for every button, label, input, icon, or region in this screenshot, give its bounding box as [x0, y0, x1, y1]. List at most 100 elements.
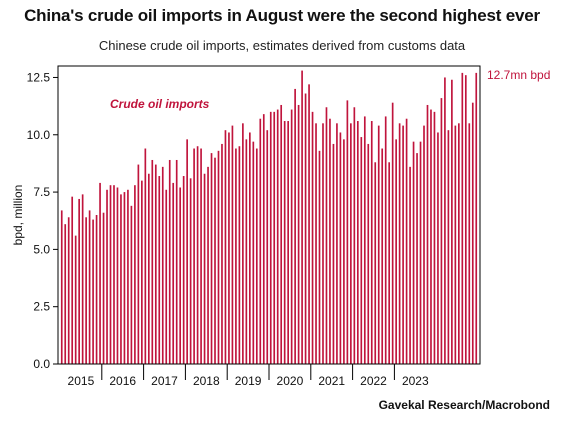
x-tick-label: 2018 [193, 374, 220, 388]
bar [294, 88, 296, 365]
bar [283, 121, 286, 365]
bar [175, 159, 178, 364]
x-tick-label: 2022 [360, 374, 387, 388]
bar [311, 111, 314, 364]
bar [437, 132, 439, 364]
bar [245, 139, 248, 364]
bar [336, 123, 338, 364]
bar [189, 178, 192, 364]
bar [123, 192, 126, 364]
bar [64, 224, 67, 364]
series-label: Crude oil imports [110, 97, 210, 111]
bar [391, 102, 394, 365]
bar [74, 235, 77, 364]
bar [134, 185, 136, 364]
bar [182, 176, 185, 364]
bar [141, 180, 143, 364]
bar [147, 173, 150, 364]
bar [381, 148, 384, 364]
bar [363, 116, 366, 365]
bar [447, 130, 450, 364]
annotation-label: 12.7mn bpd [487, 68, 550, 82]
y-tick-label: 5.0 [33, 242, 50, 256]
bar [322, 123, 324, 364]
x-tick-label: 2016 [109, 374, 136, 388]
bar [203, 173, 206, 364]
bar [398, 123, 401, 364]
bar [130, 205, 133, 364]
bar [116, 187, 119, 364]
bar [409, 166, 411, 364]
bar [339, 132, 342, 364]
bar [395, 139, 397, 364]
bar [426, 104, 429, 364]
bar [329, 118, 331, 364]
bar [78, 198, 80, 364]
bar [60, 210, 63, 364]
bar [290, 109, 293, 364]
y-tick-label: 10.0 [27, 128, 51, 142]
bar [71, 196, 74, 364]
bar [464, 75, 467, 365]
bar [88, 210, 91, 364]
bar [235, 148, 237, 364]
bar [402, 125, 404, 364]
chart-subtitle: Chinese crude oil imports, estimates der… [98, 38, 466, 53]
bars-group [60, 70, 478, 365]
x-tick-label: 2023 [402, 374, 429, 388]
bar [475, 72, 478, 364]
bar [444, 77, 446, 365]
bar [471, 102, 474, 365]
bar [440, 98, 443, 364]
bar [308, 84, 310, 364]
bar [405, 118, 408, 364]
x-tick-label: 2021 [318, 374, 345, 388]
bar [374, 162, 377, 364]
bar [228, 132, 230, 364]
y-tick-label: 2.5 [33, 300, 50, 314]
bar [102, 212, 105, 364]
bar [67, 217, 70, 364]
bar [276, 109, 279, 364]
bar [172, 182, 175, 364]
bar [217, 150, 220, 364]
bar [343, 139, 345, 364]
bar [210, 153, 213, 364]
bar [168, 159, 171, 364]
bar [388, 162, 391, 364]
bar [454, 125, 457, 364]
bar [151, 159, 154, 364]
bar [350, 123, 352, 364]
bar [304, 93, 307, 364]
bar [231, 125, 234, 364]
bar [144, 148, 147, 364]
bar [301, 70, 303, 364]
bar [154, 164, 157, 364]
y-tick-label: 12.5 [27, 70, 51, 84]
bar [106, 189, 108, 364]
bar [249, 132, 251, 364]
bar [451, 79, 453, 364]
y-axis-label: bpd, million [11, 185, 25, 246]
x-tick-label: 2017 [151, 374, 178, 388]
bar [238, 146, 241, 364]
x-tick-label: 2015 [68, 374, 95, 388]
bar [370, 121, 373, 365]
bar [165, 189, 168, 364]
bar [461, 72, 464, 364]
bar [353, 107, 356, 364]
bar [99, 182, 101, 364]
bar [433, 111, 436, 364]
y-tick-label: 7.5 [33, 185, 50, 199]
bar [273, 111, 276, 364]
bar [269, 111, 272, 364]
bar [458, 123, 460, 364]
bar [423, 125, 425, 364]
y-tick-label: 0.0 [33, 357, 50, 371]
bar [158, 176, 161, 364]
bar [346, 100, 349, 364]
bar [179, 187, 182, 364]
bar [95, 215, 98, 364]
bar [332, 143, 335, 364]
